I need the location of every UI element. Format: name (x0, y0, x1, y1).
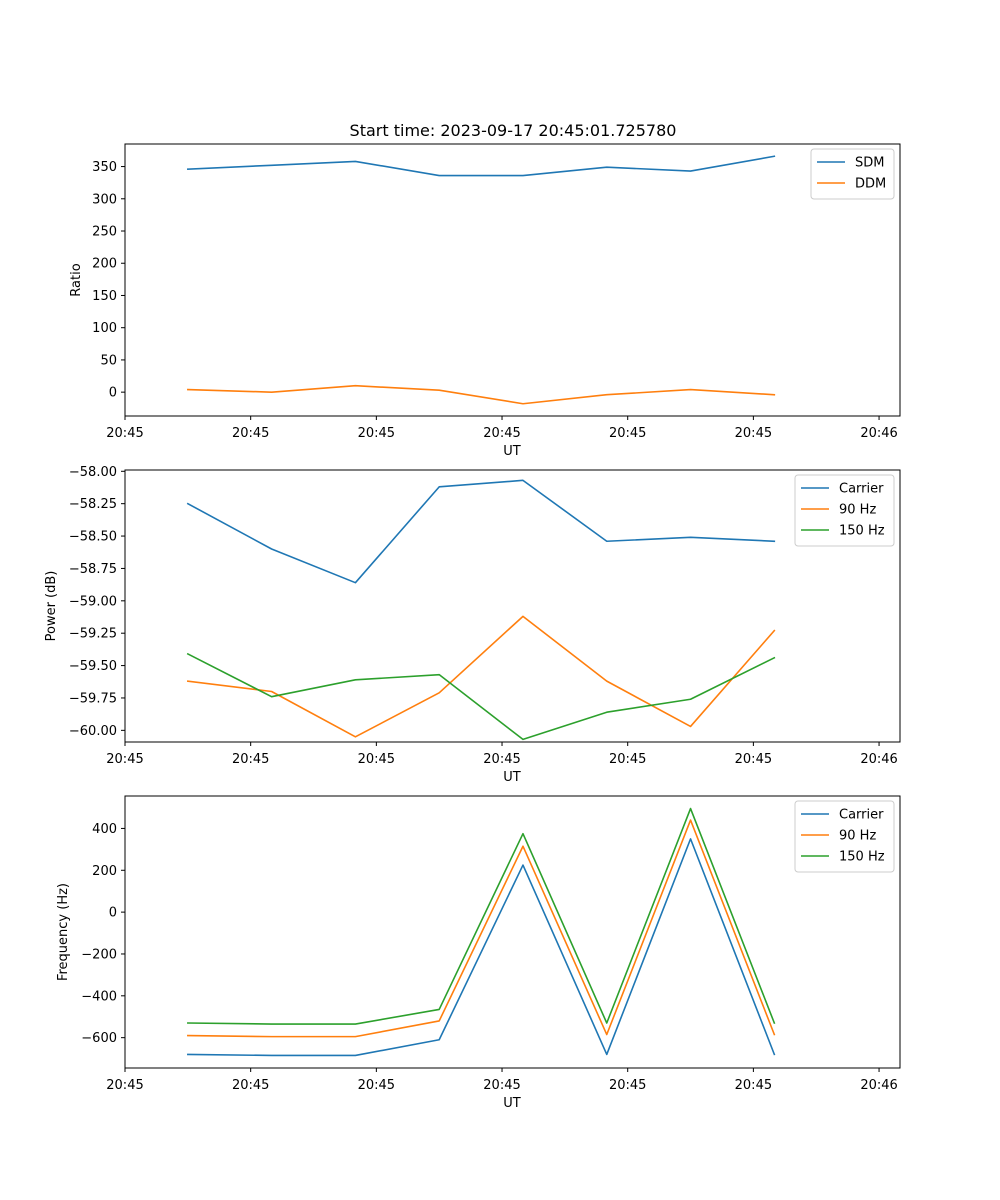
series-line-90-hz (187, 819, 776, 1038)
axes-frame (124, 469, 901, 743)
series-line-carrier (187, 838, 776, 1057)
y-tick-label: −59.50 (69, 659, 117, 674)
legend-box (794, 474, 895, 547)
x-tick-label: 20:46 (860, 752, 897, 767)
y-tick-label: 350 (92, 160, 117, 175)
axes-frame (124, 795, 901, 1069)
x-tick-label: 20:45 (106, 426, 143, 441)
legend-box (794, 800, 895, 873)
x-tick-label: 20:45 (232, 1078, 269, 1093)
x-axis-label: UT (503, 1096, 521, 1111)
y-tick-label: −200 (81, 947, 117, 962)
figure-title: Start time: 2023-09-17 20:45:01.725780 (350, 121, 677, 140)
x-tick-label: 20:46 (860, 426, 897, 441)
x-tick-label: 20:45 (735, 426, 772, 441)
y-tick-label: −59.25 (69, 627, 117, 642)
y-tick-label: −59.75 (69, 691, 117, 706)
x-tick-label: 20:45 (483, 752, 520, 767)
x-tick-label: 20:45 (609, 1078, 646, 1093)
x-tick-label: 20:45 (358, 752, 395, 767)
y-tick-label: 400 (92, 822, 117, 837)
x-tick-label: 20:45 (358, 1078, 395, 1093)
y-axis-label: Frequency (Hz) (56, 883, 71, 981)
y-tick-label: −400 (81, 989, 117, 1004)
y-axis-label: Power (dB) (44, 571, 59, 642)
series-line-90-hz (186, 615, 776, 738)
legend-label: 90 Hz (839, 503, 876, 518)
legend: Carrier 90 Hz 150 Hz (794, 800, 895, 873)
legend-label: 90 Hz (839, 829, 876, 844)
y-tick-label: −59.00 (69, 594, 117, 609)
y-tick-label: 300 (92, 192, 117, 207)
y-axis-label: Ratio (69, 263, 84, 296)
series-line-carrier (186, 479, 776, 584)
legend-label: Carrier (839, 482, 884, 497)
x-tick-label: 20:45 (232, 752, 269, 767)
y-tick-label: −58.00 (69, 465, 117, 480)
legend-label: DDM (855, 177, 886, 192)
x-tick-label: 20:45 (609, 426, 646, 441)
y-tick-label: −58.25 (69, 497, 117, 512)
y-tick-label: 200 (92, 864, 117, 879)
x-tick-label: 20:45 (232, 426, 269, 441)
y-tick-label: 250 (92, 225, 117, 240)
y-tick-label: 200 (92, 257, 117, 272)
legend-label: 150 Hz (839, 850, 885, 865)
x-tick-label: 20:45 (106, 1078, 143, 1093)
series-line-150-hz (187, 807, 776, 1025)
subplot-frequency: 20:45 20:45 20:45 20:45 20:45 20:45 20:46 −600 −… (56, 795, 901, 1111)
x-tick-label: 20:45 (609, 752, 646, 767)
x-axis-label: UT (503, 770, 521, 785)
series-line-sdm (187, 155, 776, 177)
y-tick-label: 50 (100, 353, 117, 368)
legend-label: Carrier (839, 808, 884, 823)
subplot-ratio: 20:45 20:45 20:45 20:45 20:45 20:45 20:46 0 50 10… (69, 143, 901, 459)
y-tick-label: −60.00 (69, 724, 117, 739)
legend-label: SDM (855, 156, 884, 171)
x-tick-label: 20:45 (358, 426, 395, 441)
x-tick-label: 20:46 (860, 1078, 897, 1093)
x-tick-label: 20:45 (483, 1078, 520, 1093)
subplot-power: 20:45 20:45 20:45 20:45 20:45 20:45 20:46 −60.0… (44, 465, 901, 785)
legend-label: 150 Hz (839, 524, 885, 539)
x-tick-label: 20:45 (106, 752, 143, 767)
y-tick-label: 150 (92, 289, 117, 304)
y-tick-label: 0 (109, 386, 117, 401)
x-tick-label: 20:45 (735, 1078, 772, 1093)
y-tick-label: −58.50 (69, 530, 117, 545)
series-line-ddm (187, 384, 776, 405)
x-tick-label: 20:45 (735, 752, 772, 767)
x-axis-label: UT (503, 444, 521, 459)
y-tick-label: 100 (92, 321, 117, 336)
axes-frame (124, 143, 901, 417)
y-tick-label: −58.75 (69, 562, 117, 577)
legend: Carrier 90 Hz 150 Hz (794, 474, 895, 547)
x-tick-label: 20:45 (483, 426, 520, 441)
legend: SDM DDM (810, 148, 895, 200)
series-line-150-hz (186, 652, 776, 741)
y-tick-label: 0 (109, 906, 117, 921)
y-tick-label: −600 (81, 1031, 117, 1046)
